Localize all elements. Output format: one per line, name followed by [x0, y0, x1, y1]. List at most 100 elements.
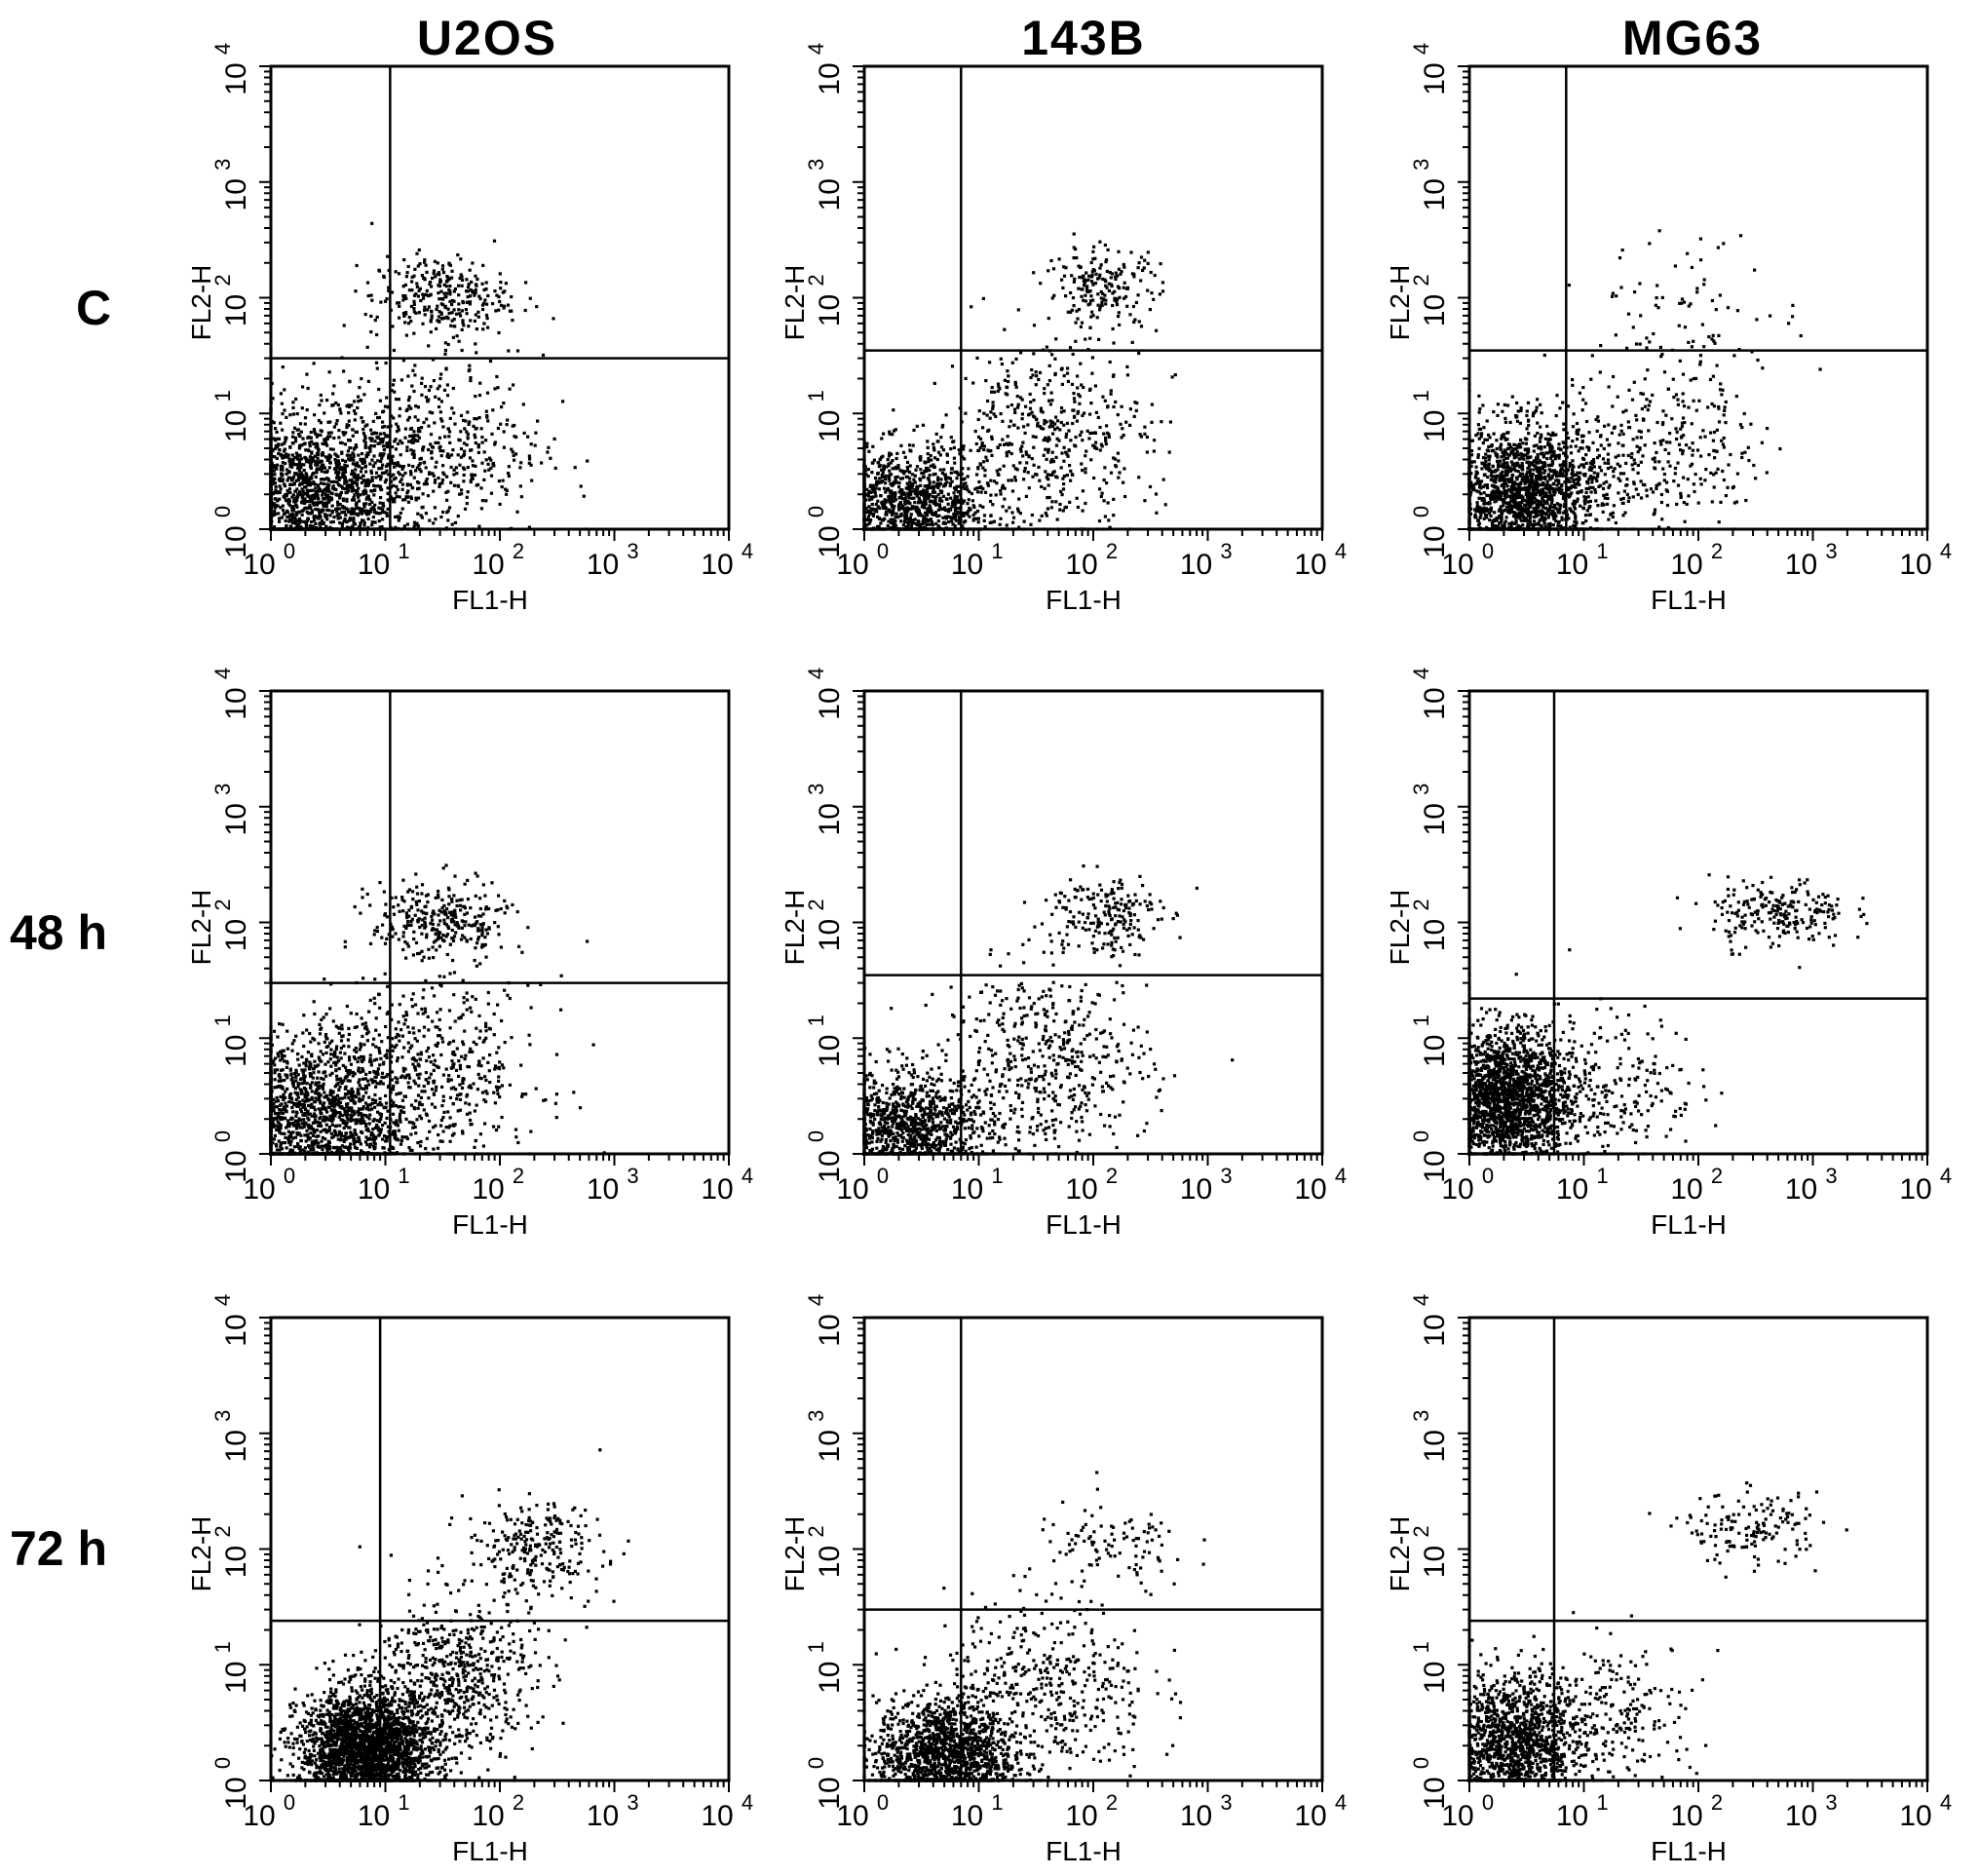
event-dot: [1072, 408, 1076, 412]
event-dot: [391, 454, 395, 458]
event-dot: [336, 517, 340, 520]
event-dot: [1098, 308, 1102, 312]
event-dot: [422, 445, 426, 449]
event-dot: [507, 349, 511, 353]
event-dot: [1505, 484, 1509, 488]
event-dot: [381, 425, 385, 429]
event-dot: [381, 517, 385, 521]
event-dot: [1013, 380, 1017, 384]
event-dot: [901, 497, 905, 501]
event-dot: [280, 472, 284, 476]
event-dot: [406, 399, 411, 402]
event-dot: [1150, 402, 1154, 406]
event-dot: [316, 433, 320, 437]
event-dot: [421, 448, 425, 452]
event-dot: [1114, 465, 1119, 469]
event-dot: [293, 519, 297, 523]
event-dot: [919, 490, 924, 494]
event-dot: [898, 514, 902, 517]
event-dot: [943, 483, 947, 487]
event-dot: [476, 315, 480, 319]
y-axis-label: FL2-H: [186, 265, 216, 341]
event-dot: [328, 527, 332, 531]
event-dot: [491, 462, 495, 466]
event-dot: [902, 514, 906, 517]
event-dot: [372, 510, 377, 515]
event-dot: [1076, 505, 1080, 510]
event-dot: [955, 484, 959, 489]
event-dot: [1519, 406, 1523, 410]
event-dot: [281, 365, 285, 369]
event-dot: [465, 312, 469, 316]
event-dot: [1132, 414, 1136, 418]
event-dot: [1529, 494, 1533, 499]
event-dot: [396, 425, 400, 429]
event-dot: [929, 518, 932, 522]
event-dot: [392, 527, 396, 531]
event-dot: [327, 466, 331, 470]
event-dot: [379, 496, 383, 500]
event-dot: [449, 453, 454, 457]
event-dot: [357, 499, 362, 503]
event-dot: [351, 524, 355, 528]
event-dot: [1020, 412, 1024, 416]
event-dot: [1513, 499, 1517, 503]
event-dot: [326, 500, 330, 504]
event-dot: [499, 422, 503, 426]
event-dot: [381, 472, 385, 476]
event-dot: [412, 331, 416, 335]
event-dot: [425, 417, 429, 421]
event-dot: [503, 304, 507, 308]
event-dot: [906, 491, 910, 495]
event-dot: [1042, 527, 1046, 531]
event-dot: [338, 407, 342, 411]
event-dot: [324, 515, 328, 518]
event-dot: [481, 263, 485, 267]
event-dot: [337, 512, 341, 517]
event-dot: [1087, 388, 1091, 392]
event-dot: [922, 471, 926, 476]
event-dot: [406, 527, 410, 531]
event-dot: [291, 517, 295, 520]
event-dot: [916, 511, 920, 515]
event-dot: [372, 444, 376, 448]
event-dot: [1067, 448, 1071, 452]
event-dot: [485, 391, 490, 395]
event-dot: [1004, 392, 1008, 396]
event-dot: [1006, 435, 1009, 439]
event-dot: [348, 479, 352, 482]
event-dot: [1601, 486, 1606, 490]
event-dot: [332, 436, 336, 440]
event-dot: [957, 521, 961, 525]
event-dot: [1143, 258, 1147, 262]
event-dot: [1112, 514, 1116, 517]
event-dot: [894, 479, 897, 482]
event-dot: [339, 466, 343, 470]
event-dot: [961, 485, 966, 489]
event-dot: [386, 254, 390, 258]
event-dot: [1551, 431, 1555, 435]
event-dot: [363, 465, 367, 469]
event-dot: [364, 497, 368, 501]
event-dot: [1161, 281, 1164, 285]
event-dot: [323, 438, 326, 441]
event-dot: [457, 302, 461, 306]
event-dot: [962, 447, 966, 451]
event-dot: [1034, 370, 1038, 374]
event-dot: [396, 516, 400, 519]
event-dot: [541, 353, 546, 357]
event-dot: [324, 437, 328, 440]
event-dot: [1062, 265, 1066, 269]
event-dot: [865, 445, 869, 449]
event-dot: [518, 484, 522, 488]
event-dot: [438, 310, 441, 314]
event-dot: [892, 429, 896, 433]
event-dot: [362, 439, 366, 442]
event-dot: [413, 415, 417, 419]
event-dot: [983, 525, 987, 529]
event-dot: [1530, 479, 1535, 482]
event-dot: [426, 399, 430, 402]
event-dot: [1665, 480, 1669, 484]
event-dot: [283, 449, 286, 453]
